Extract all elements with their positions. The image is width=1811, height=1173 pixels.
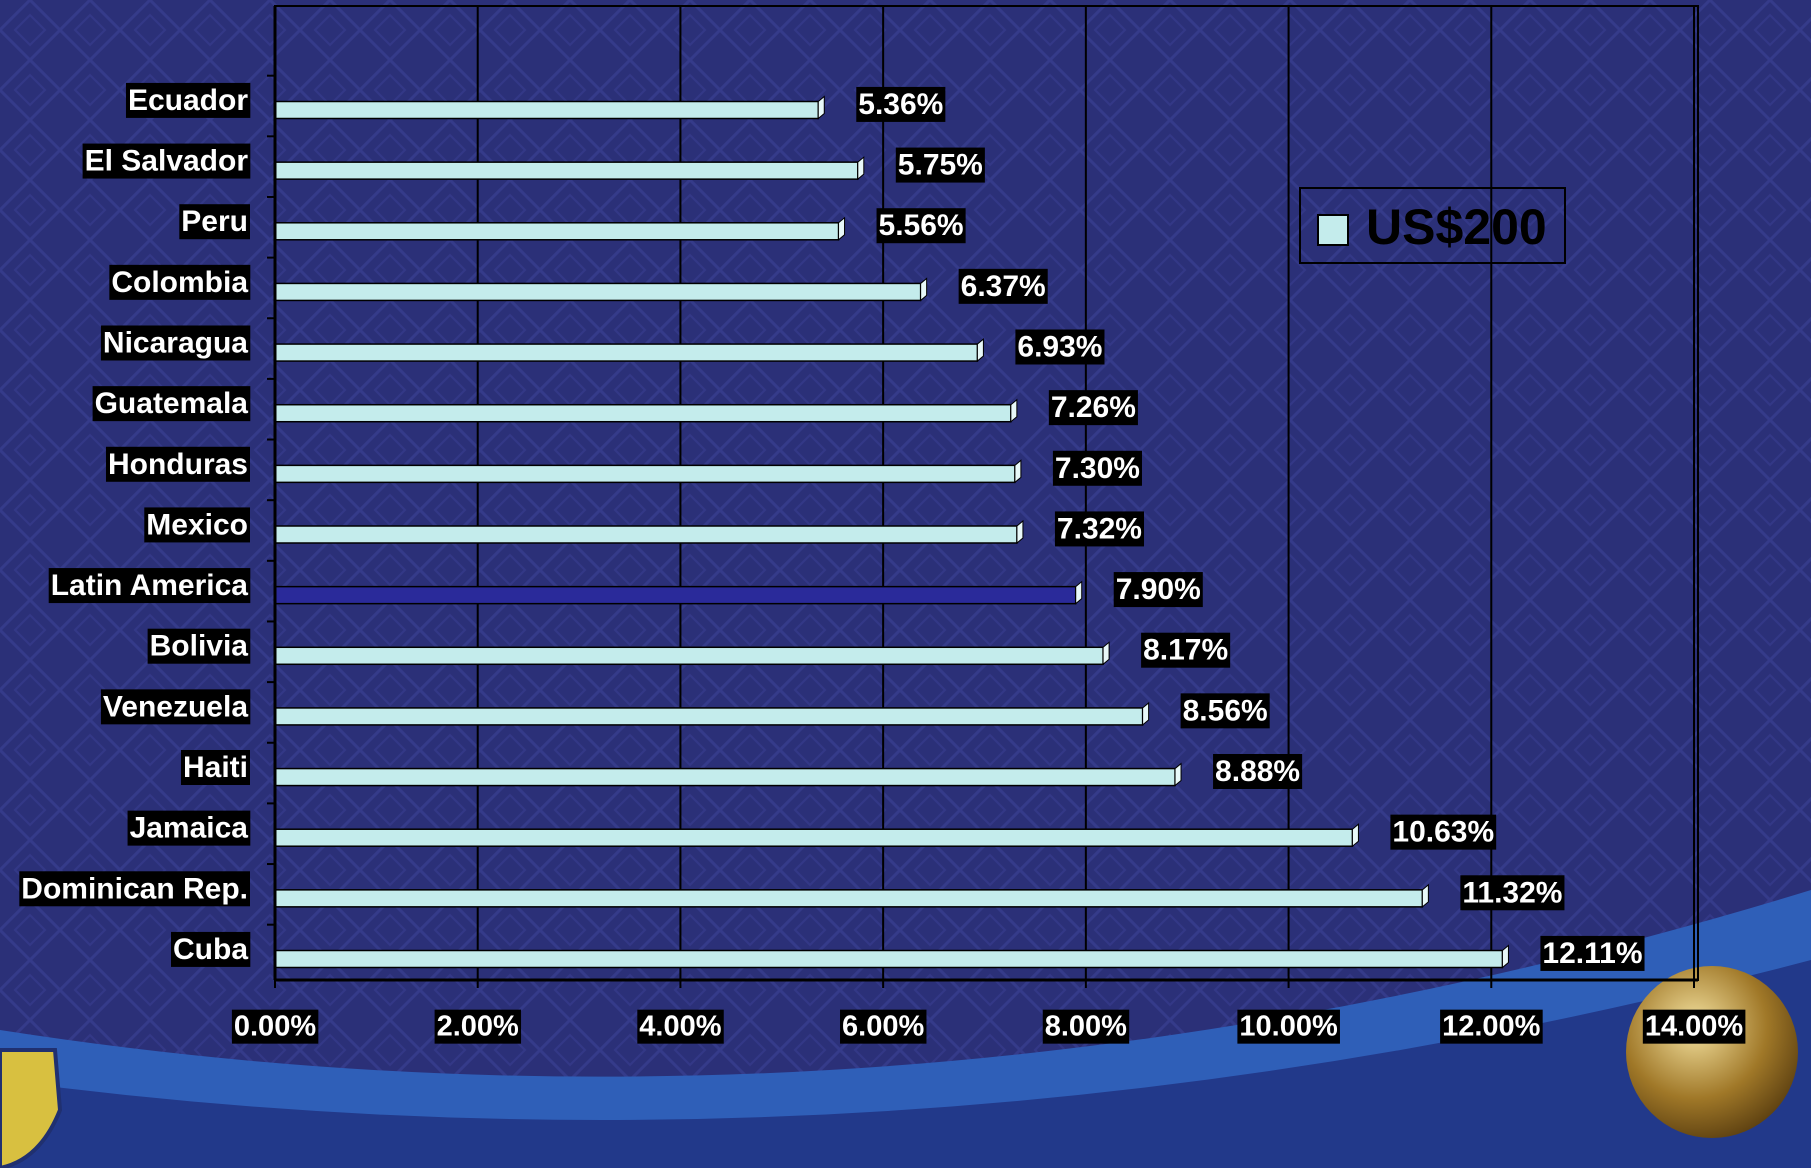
y-tick-label-group: Peru [179,204,250,239]
value-label: 6.93% [1017,330,1102,363]
bar [275,162,858,179]
value-label-group: 6.93% [1015,329,1104,364]
value-label: 8.88% [1215,755,1300,788]
y-tick-label: Latin America [51,569,249,602]
y-tick-label-group: Haiti [181,750,250,785]
value-label-group: 5.56% [877,208,966,243]
x-tick-label: 4.00% [639,1011,721,1043]
y-tick-label-group: Guatemala [93,386,251,421]
x-tick-label: 14.00% [1645,1011,1744,1043]
bar [275,647,1103,664]
bar [275,283,921,300]
x-tick-label-group: 8.00% [1043,1010,1129,1044]
bar [275,890,1422,907]
value-label: 5.56% [879,209,964,242]
x-tick-label: 8.00% [1045,1011,1127,1043]
value-label-group: 5.36% [856,87,945,122]
value-label: 6.37% [961,270,1046,303]
value-label-group: 7.26% [1049,390,1138,425]
bar [275,769,1175,786]
y-tick-label-group: Dominican Rep. [19,871,250,906]
y-tick-label-group: Jamaica [128,811,251,846]
value-label-group: 5.75% [896,148,985,183]
y-tick-label-group: El Salvador [83,144,251,179]
value-label: 12.11% [1542,937,1642,970]
value-label: 5.36% [858,88,943,121]
value-label: 7.30% [1055,452,1140,485]
y-tick-label-group: Cuba [171,932,250,967]
y-tick-label: Haiti [183,751,248,784]
value-label: 10.63% [1392,816,1494,849]
y-tick-label: Cuba [173,933,248,966]
bar [275,587,1076,604]
y-tick-label: Venezuela [103,690,248,723]
bar [275,708,1143,725]
x-tick-label-group: 0.00% [232,1010,318,1044]
y-tick-label: Bolivia [150,630,249,663]
x-tick-label: 2.00% [437,1011,519,1043]
value-label-group: 8.17% [1141,633,1230,668]
value-label-group: 12.11% [1540,936,1644,971]
y-tick-label-group: Bolivia [148,629,251,664]
y-tick-label: Colombia [111,266,248,299]
legend-swatch [1318,215,1348,245]
y-tick-label-group: Ecuador [126,83,250,118]
value-label: 5.75% [898,149,983,182]
value-label-group: 6.37% [959,269,1048,304]
bar [275,465,1015,482]
x-tick-label: 10.00% [1239,1011,1338,1043]
y-tick-label: Jamaica [130,812,249,845]
chart: 0.00% 2.00% 4.00% 6.00% 8.00% 10.00% 12.00% 14.… [0,0,1811,1168]
value-label-group: 11.32% [1460,875,1564,910]
bar [275,829,1352,846]
y-tick-label-group: Colombia [109,265,250,300]
bar [275,526,1017,543]
x-tick-label: 6.00% [842,1011,924,1043]
value-label: 11.32% [1462,876,1562,909]
value-label: 7.32% [1057,512,1142,545]
value-label-group: 7.32% [1055,511,1144,546]
y-tick-label-group: Latin America [49,568,251,603]
x-tick-label: 0.00% [234,1011,316,1043]
x-tick-label-group: 12.00% [1440,1010,1543,1044]
y-tick-label-group: Venezuela [101,689,250,724]
x-tick-label-group: 6.00% [840,1010,926,1044]
y-tick-label-group: Nicaragua [101,325,250,360]
y-tick-label: Ecuador [128,84,248,117]
x-tick-label: 12.00% [1442,1011,1541,1043]
globe-logo [1626,966,1798,1138]
value-label: 8.56% [1183,694,1268,727]
bar [275,102,818,119]
y-tick-label: Honduras [108,448,248,481]
page: 0.00% 2.00% 4.00% 6.00% 8.00% 10.00% 12.00% 14.… [0,0,1811,1168]
value-label-group: 7.30% [1053,451,1142,486]
value-label-group: 8.88% [1213,754,1302,789]
bar [275,951,1502,968]
value-label: 7.26% [1051,391,1136,424]
x-tick-label-group: 14.00% [1643,1010,1746,1044]
y-tick-label: Guatemala [95,387,249,420]
x-tick-label-group: 2.00% [435,1010,521,1044]
bar [275,223,839,240]
bar [275,405,1011,422]
value-label: 7.90% [1116,573,1201,606]
y-tick-label: Mexico [146,508,248,541]
value-label: 8.17% [1143,634,1228,667]
x-tick-label-group: 10.00% [1237,1010,1340,1044]
value-label-group: 8.56% [1181,693,1270,728]
bar [275,344,977,361]
y-tick-label: Peru [181,205,248,238]
y-tick-label: Dominican Rep. [21,872,248,905]
x-tick-label-group: 4.00% [637,1010,723,1044]
value-label-group: 10.63% [1390,815,1496,850]
legend-label: US$200 [1366,199,1547,255]
y-tick-label: El Salvador [85,145,249,178]
y-tick-label-group: Honduras [106,447,250,482]
y-tick-label: Nicaragua [103,326,248,359]
y-tick-label-group: Mexico [144,507,250,542]
value-label-group: 7.90% [1114,572,1203,607]
